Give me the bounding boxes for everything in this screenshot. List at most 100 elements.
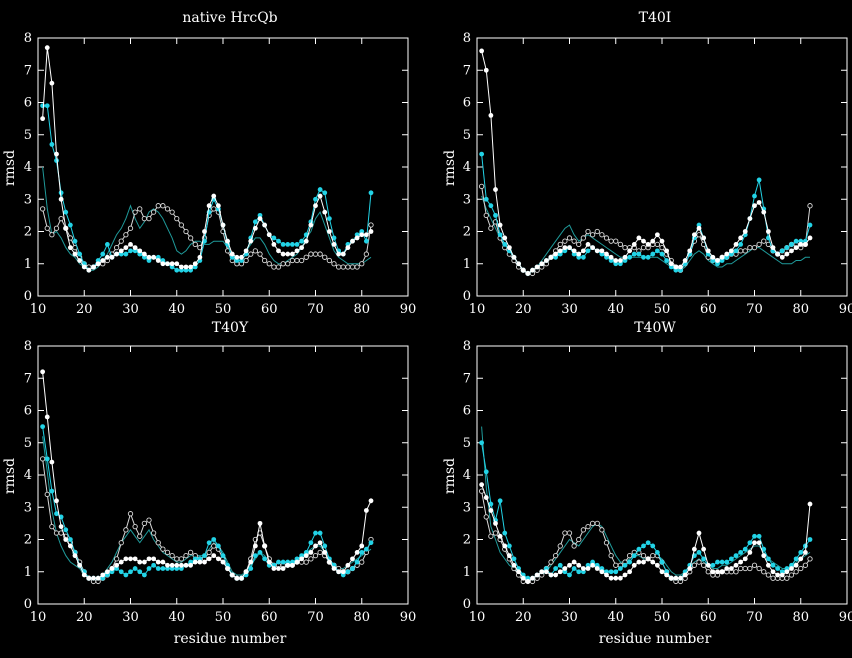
data-point bbox=[534, 572, 540, 578]
data-point bbox=[146, 566, 152, 571]
y-tick-label: 6 bbox=[463, 404, 471, 419]
data-point bbox=[733, 569, 739, 575]
data-point bbox=[174, 267, 180, 273]
data-point bbox=[289, 242, 295, 247]
data-point bbox=[336, 569, 342, 575]
data-point bbox=[747, 216, 753, 222]
data-point bbox=[109, 254, 115, 260]
data-point bbox=[488, 225, 494, 231]
data-point bbox=[44, 491, 50, 497]
data-point bbox=[285, 251, 291, 257]
x-tick-label: 20 bbox=[76, 302, 93, 317]
data-point bbox=[40, 369, 46, 375]
data-point bbox=[252, 219, 258, 225]
data-point bbox=[155, 258, 161, 263]
data-point bbox=[576, 241, 582, 248]
data-point bbox=[104, 242, 110, 247]
data-point bbox=[252, 543, 258, 549]
data-point bbox=[206, 549, 212, 556]
data-point bbox=[202, 553, 207, 559]
data-point bbox=[178, 556, 185, 562]
data-point bbox=[174, 562, 180, 568]
data-point bbox=[788, 572, 795, 578]
plot-area: 10 20 30 40 50 60 70 80 90 0 1 2 3 4 5 6 7 8 bbox=[463, 339, 852, 625]
x-tick-label: 80 bbox=[353, 302, 370, 317]
data-point bbox=[363, 508, 369, 513]
data-point bbox=[742, 546, 748, 552]
data-point bbox=[276, 566, 281, 571]
data-point bbox=[137, 533, 143, 539]
panel-title: T40I bbox=[639, 10, 672, 26]
data-point bbox=[497, 222, 503, 228]
data-point bbox=[132, 523, 138, 530]
data-point bbox=[650, 238, 656, 244]
x-axis-label: residue number bbox=[599, 631, 712, 647]
data-point bbox=[761, 209, 767, 215]
data-point bbox=[710, 569, 716, 575]
data-point bbox=[599, 232, 605, 238]
data-point bbox=[636, 235, 642, 241]
data-point bbox=[673, 575, 679, 581]
data-point bbox=[715, 258, 720, 263]
data-point bbox=[502, 530, 508, 536]
data-point bbox=[350, 238, 355, 244]
data-point bbox=[488, 113, 494, 118]
data-point bbox=[54, 511, 59, 517]
data-point bbox=[664, 572, 670, 578]
data-point bbox=[557, 248, 563, 254]
data-point bbox=[497, 533, 503, 539]
data-point bbox=[326, 257, 333, 264]
data-point bbox=[502, 242, 508, 247]
data-point bbox=[368, 229, 374, 234]
data-point bbox=[696, 550, 702, 555]
data-point bbox=[701, 556, 707, 562]
data-point bbox=[317, 187, 323, 192]
data-point bbox=[326, 229, 332, 234]
data-point bbox=[631, 251, 637, 257]
data-point bbox=[72, 251, 78, 257]
data-point bbox=[585, 242, 591, 247]
y-axis-label: rmsd bbox=[442, 150, 458, 186]
data-point bbox=[155, 566, 161, 571]
x-tick-label: 40 bbox=[607, 610, 624, 625]
data-point bbox=[608, 254, 614, 260]
data-point bbox=[211, 193, 217, 199]
data-point bbox=[317, 549, 323, 556]
data-point bbox=[44, 103, 50, 109]
data-point bbox=[271, 264, 277, 270]
data-point bbox=[793, 569, 799, 575]
data-point bbox=[664, 248, 670, 254]
data-point bbox=[215, 543, 221, 549]
data-point bbox=[622, 562, 628, 568]
data-point bbox=[539, 569, 545, 575]
data-point bbox=[313, 530, 318, 536]
data-point bbox=[123, 251, 129, 257]
data-point bbox=[187, 235, 194, 241]
data-point bbox=[192, 241, 198, 248]
data-point bbox=[761, 238, 767, 244]
x-tick-label: 20 bbox=[515, 302, 532, 317]
data-point bbox=[742, 229, 748, 234]
data-point bbox=[313, 203, 318, 209]
data-point bbox=[146, 254, 152, 260]
y-tick-label: 2 bbox=[24, 225, 32, 240]
data-point bbox=[151, 562, 157, 568]
data-point bbox=[798, 565, 804, 572]
data-point bbox=[654, 232, 660, 238]
data-point bbox=[127, 225, 134, 231]
data-point bbox=[123, 556, 129, 562]
data-point bbox=[155, 540, 161, 546]
data-point bbox=[631, 562, 637, 568]
data-point bbox=[326, 216, 332, 222]
y-tick-label: 8 bbox=[24, 339, 32, 354]
y-tick-label: 6 bbox=[24, 404, 32, 419]
y-tick-label: 7 bbox=[463, 63, 471, 78]
data-point bbox=[118, 238, 124, 244]
data-point bbox=[266, 232, 272, 238]
data-point bbox=[225, 238, 231, 244]
x-tick-label: 10 bbox=[469, 302, 486, 317]
data-point bbox=[604, 572, 609, 578]
data-point bbox=[350, 566, 355, 571]
y-tick-label: 6 bbox=[463, 96, 471, 111]
data-point bbox=[627, 254, 633, 260]
